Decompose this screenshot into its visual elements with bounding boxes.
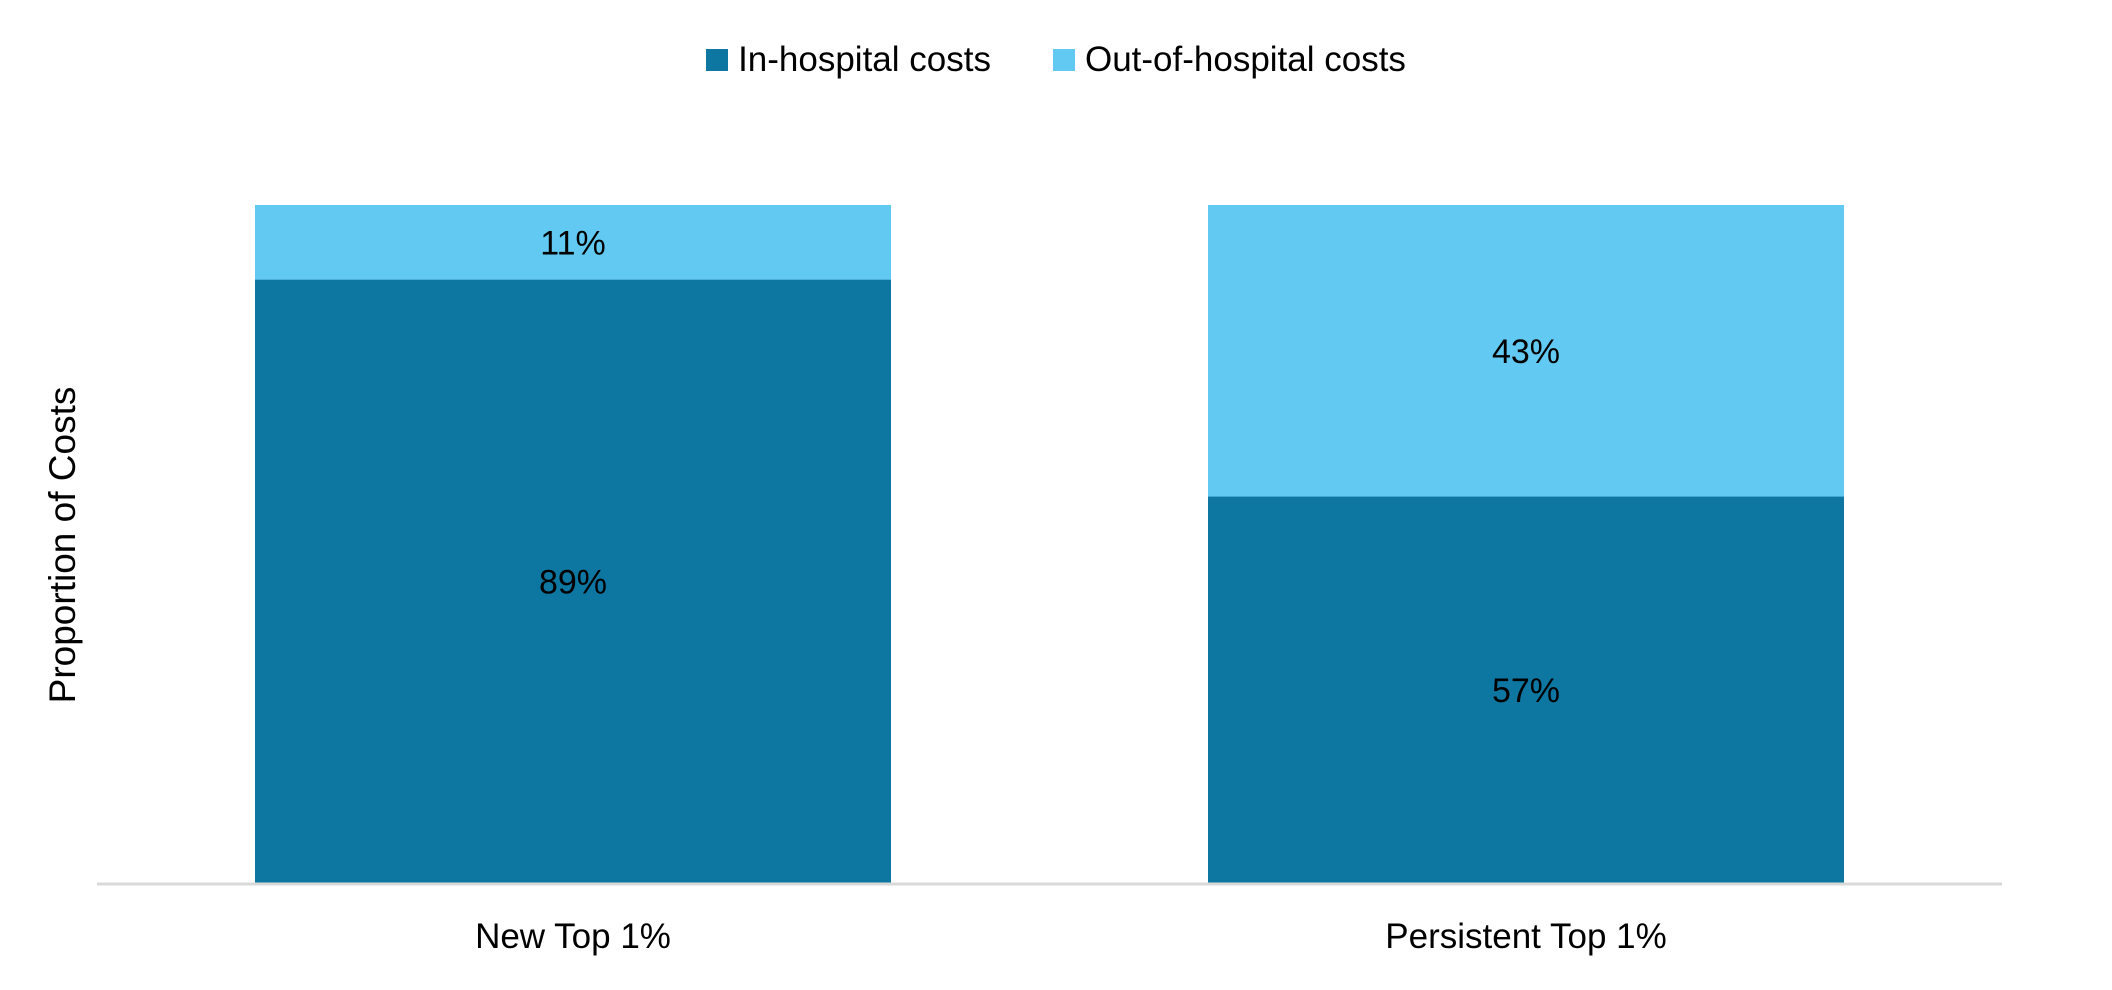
bars-group [255, 205, 1844, 884]
category-label-new-top-1: New Top 1% [475, 917, 671, 956]
data-label-out-of-hospital-costs-persistent-top-1: 43% [1492, 333, 1560, 371]
segment-labels-group: 89% 11% 57% 43% [539, 224, 1560, 709]
data-label-in-hospital-costs-new-top-1: 89% [539, 563, 607, 601]
bar-segment-out-of-hospital-costs-new-top-1 [255, 205, 891, 280]
legend-swatch-in-hospital [706, 49, 729, 71]
data-label-out-of-hospital-costs-new-top-1: 11% [540, 224, 606, 262]
data-label-in-hospital-costs-persistent-top-1: 57% [1492, 672, 1560, 710]
bar-segment-out-of-hospital-costs-persistent-top-1 [1208, 205, 1844, 497]
y-axis-label: Proportion of Costs [42, 387, 83, 704]
category-label-persistent-top-1: Persistent Top 1% [1385, 917, 1666, 956]
category-labels-group: New Top 1% Persistent Top 1% [475, 917, 1667, 956]
legend: In-hospital costs Out-of-hospital costs [0, 40, 2112, 80]
legend-label-out-of-hospital: Out-of-hospital costs [1084, 40, 1406, 79]
bar-segment-in-hospital-costs-persistent-top-1 [1208, 496, 1844, 883]
legend-swatch-out-of-hospital [1052, 49, 1075, 71]
legend-item-in-hospital: In-hospital costs [706, 40, 991, 80]
bar-segment-in-hospital-costs-new-top-1 [255, 279, 891, 884]
legend-item-out-of-hospital: Out-of-hospital costs [1052, 40, 1406, 80]
legend-label-in-hospital: In-hospital costs [738, 40, 991, 79]
